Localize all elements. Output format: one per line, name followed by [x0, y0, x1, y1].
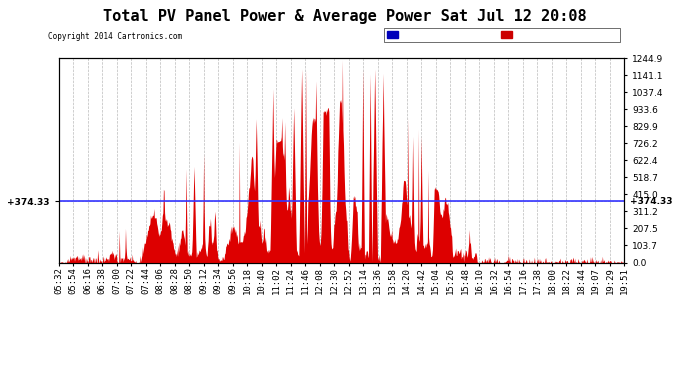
Legend: Average  (DC Watts), PV Panels  (DC Watts): Average (DC Watts), PV Panels (DC Watts) — [384, 28, 620, 42]
Text: +374.33: +374.33 — [630, 196, 673, 206]
Text: Copyright 2014 Cartronics.com: Copyright 2014 Cartronics.com — [48, 32, 182, 41]
Text: Total PV Panel Power & Average Power Sat Jul 12 20:08: Total PV Panel Power & Average Power Sat… — [104, 9, 586, 24]
